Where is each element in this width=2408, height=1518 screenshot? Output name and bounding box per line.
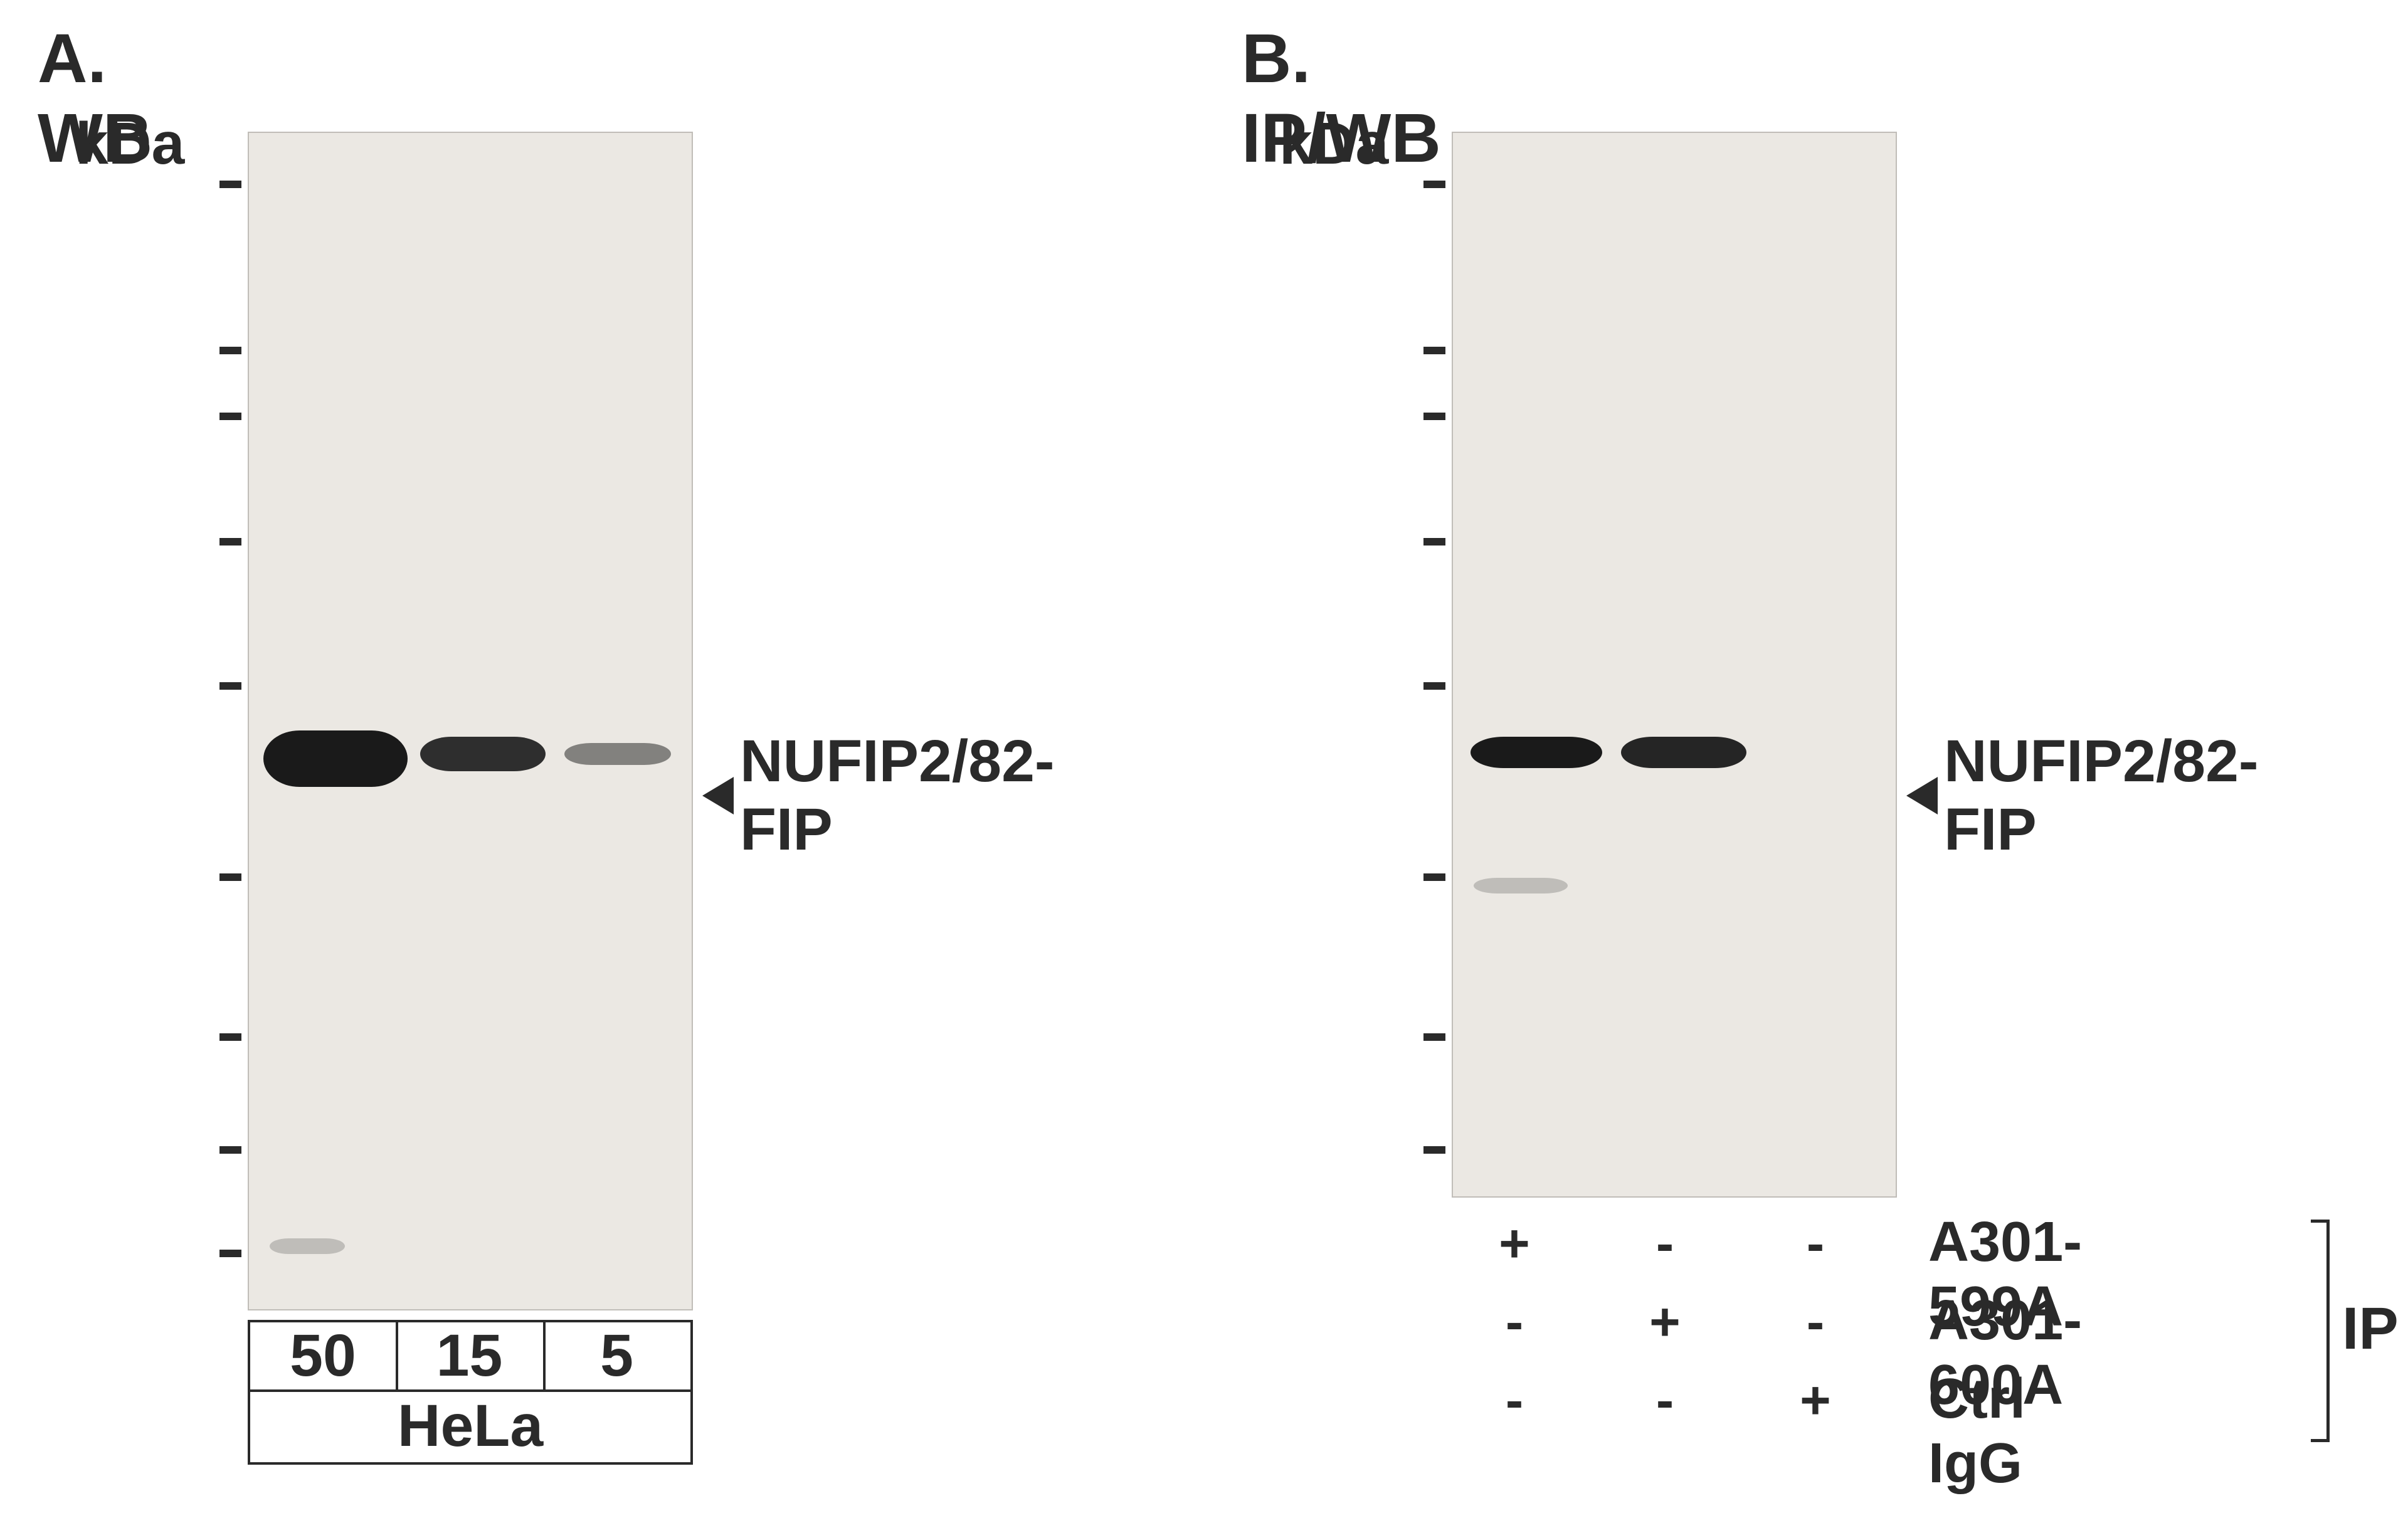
band-b-lane2 bbox=[1621, 737, 1746, 768]
band-a-faint bbox=[270, 1238, 345, 1254]
tick-b-117 bbox=[1423, 682, 1445, 690]
tick-a-117 bbox=[219, 682, 241, 690]
tick-a-71 bbox=[219, 873, 241, 881]
tick-a-268 bbox=[219, 347, 241, 354]
band-a-lane2 bbox=[420, 737, 546, 771]
lane-a-50-label: 50 bbox=[290, 1322, 356, 1390]
ip-label-ctrl: Ctrl IgG bbox=[1928, 1367, 2025, 1496]
lane-box-a-5: 5 bbox=[543, 1320, 693, 1392]
band-b-faint bbox=[1474, 878, 1568, 893]
arrow-head-b-icon bbox=[1906, 777, 1938, 814]
lane-a-5-label: 5 bbox=[600, 1322, 633, 1390]
ip-bracket bbox=[2311, 1220, 2330, 1442]
tick-b-268 bbox=[1423, 347, 1445, 354]
tick-b-171 bbox=[1423, 538, 1445, 546]
tick-a-171 bbox=[219, 538, 241, 546]
ip-r1c2: - bbox=[1797, 1292, 1834, 1353]
ip-text: IP bbox=[2342, 1295, 2399, 1363]
sample-hela-label: HeLa bbox=[398, 1392, 543, 1460]
arrow-label-b: NUFIP2/82-FIP bbox=[1906, 727, 2259, 864]
ip-r0c2: - bbox=[1797, 1213, 1834, 1275]
lane-box-a-50: 50 bbox=[248, 1320, 398, 1392]
tick-a-41 bbox=[219, 1146, 241, 1154]
ip-r0c1: - bbox=[1646, 1213, 1684, 1275]
tick-b-460 bbox=[1423, 181, 1445, 188]
sample-box-hela: HeLa bbox=[248, 1389, 693, 1465]
tick-a-238 bbox=[219, 413, 241, 420]
ip-r2c2: + bbox=[1797, 1370, 1834, 1431]
ip-r1c1: + bbox=[1646, 1292, 1684, 1353]
tick-a-55 bbox=[219, 1033, 241, 1041]
ip-r2c0: - bbox=[1496, 1370, 1533, 1431]
band-b-lane1 bbox=[1471, 737, 1602, 768]
tick-b-55 bbox=[1423, 1033, 1445, 1041]
band-a-lane3 bbox=[564, 743, 671, 765]
arrow-head-a-icon bbox=[702, 777, 734, 814]
ip-r2c1: - bbox=[1646, 1370, 1684, 1431]
tick-b-238 bbox=[1423, 413, 1445, 420]
ip-r0c0: + bbox=[1496, 1213, 1533, 1275]
panel-a-kda: kDa bbox=[75, 110, 184, 178]
tick-a-31 bbox=[219, 1250, 241, 1257]
tick-b-41 bbox=[1423, 1146, 1445, 1154]
arrow-text-b: NUFIP2/82-FIP bbox=[1944, 727, 2259, 864]
arrow-label-a: NUFIP2/82-FIP bbox=[702, 727, 1055, 864]
arrow-text-a: NUFIP2/82-FIP bbox=[740, 727, 1055, 864]
tick-b-71 bbox=[1423, 873, 1445, 881]
ip-r1c0: - bbox=[1496, 1292, 1533, 1353]
panel-b-kda: kDa bbox=[1279, 110, 1388, 178]
panel-b-blot bbox=[1452, 132, 1897, 1198]
lane-box-a-15: 15 bbox=[396, 1320, 546, 1392]
panel-a-blot bbox=[248, 132, 693, 1310]
lane-a-15-label: 15 bbox=[436, 1322, 503, 1390]
band-a-lane1 bbox=[263, 730, 408, 787]
tick-a-460 bbox=[219, 181, 241, 188]
